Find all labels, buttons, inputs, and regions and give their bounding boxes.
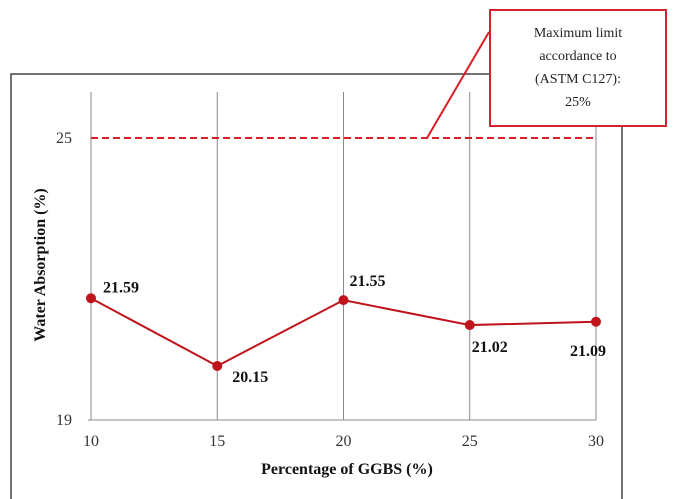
x-tick-label-4: 30 <box>588 433 604 450</box>
x-tick-label-3: 25 <box>462 433 478 450</box>
callout-box <box>489 9 667 127</box>
x-tick-label-2: 20 <box>336 433 352 450</box>
data-label-2: 21.55 <box>350 273 386 290</box>
chart-frame <box>10 73 623 499</box>
callout-line-3: (ASTM C127): <box>535 72 621 87</box>
y-tick-label-1: 19 <box>56 412 72 429</box>
data-point-0 <box>86 293 96 304</box>
data-label-3: 21.02 <box>472 339 508 356</box>
vertical-gridlines <box>90 92 597 420</box>
data-label-4: 21.09 <box>570 343 606 360</box>
y-tick-label-0: 25 <box>56 130 72 147</box>
x-tick-label-1: 15 <box>209 433 225 450</box>
data-point-2 <box>338 295 349 306</box>
data-label-0: 21.59 <box>103 279 139 296</box>
callout-leader-line <box>426 31 490 139</box>
x-tick-label-0: 10 <box>83 433 99 450</box>
callout-line-2: accordance to <box>539 49 616 64</box>
x-axis-title: Percentage of GGBS (%) <box>261 461 433 478</box>
series-group: 21.59 20.15 21.55 21.02 21.09 <box>86 273 606 386</box>
callout-line-4: 25% <box>565 95 591 110</box>
data-label-1: 20.15 <box>232 369 268 386</box>
data-point-4 <box>591 316 601 327</box>
astm-limit-callout: Maximum limit accordance to (ASTM C127):… <box>489 9 667 127</box>
data-point-3 <box>464 320 475 331</box>
tick-labels: 10 15 20 25 30 25 19 <box>56 130 604 450</box>
y-axis-title: Water Absorption (%) <box>32 188 49 341</box>
data-point-1 <box>212 360 223 371</box>
callout-line-1: Maximum limit <box>534 26 622 41</box>
